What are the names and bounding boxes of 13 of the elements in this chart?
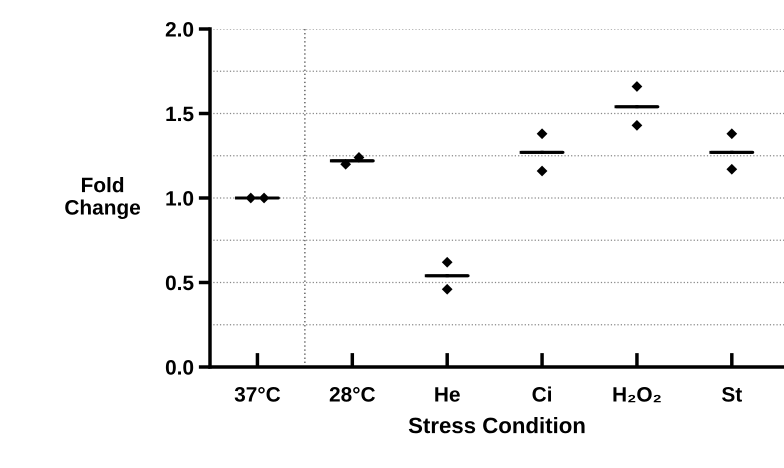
x-tick-label: 28°C — [330, 386, 376, 402]
y-tick-label: 0.0 — [166, 360, 194, 375]
x-tick-label: Ci — [532, 386, 552, 402]
x-axis-title: Stress Condition — [408, 416, 585, 434]
x-tick-label: 37°C — [234, 386, 280, 402]
y-tick-label: 1.0 — [166, 191, 194, 206]
y-tick-label: 0.5 — [166, 276, 194, 290]
y-tick-label: 1.5 — [166, 106, 194, 122]
x-tick-label: H₂O₂ — [613, 386, 661, 402]
y-tick-label: 2.0 — [166, 22, 194, 37]
y-axis-title: Fold Change — [65, 177, 140, 219]
x-tick-label: He — [435, 387, 460, 402]
x-tick-label: St — [722, 386, 742, 402]
